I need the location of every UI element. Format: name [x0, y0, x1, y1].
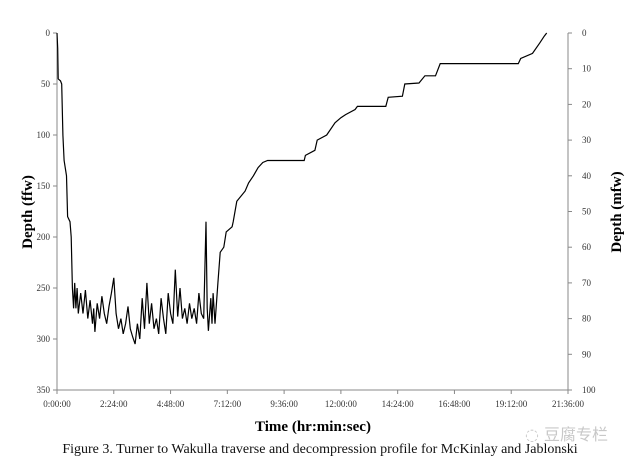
y2-tick-label: 70	[582, 278, 592, 288]
y2-tick-label: 20	[582, 99, 592, 109]
x-tick-label: 0:00:00	[43, 399, 71, 409]
y2-tick-label: 90	[582, 349, 592, 359]
y-axis-title: Depth (ffw)	[20, 175, 36, 249]
watermark: ◌ 豆腐专栏	[525, 421, 608, 445]
figure-caption: Figure 3. Turner to Wakulla traverse and…	[62, 442, 578, 457]
y2-tick-label: 0	[582, 28, 587, 38]
x-tick-label: 12:00:00	[325, 399, 358, 409]
x-tick-label: 2:24:00	[100, 399, 128, 409]
y-tick-label: 100	[37, 130, 51, 140]
wechat-icon: ◌	[525, 425, 545, 444]
x-tick-label: 16:48:00	[438, 399, 471, 409]
y-tick-label: 150	[37, 181, 51, 191]
y-tick-label: 250	[37, 283, 51, 293]
y2-tick-label: 10	[582, 64, 592, 74]
y-tick-label: 350	[37, 385, 51, 395]
tick-labels: 0:00:00 2:24:00 4:48:00 7:12:00 9:36:00 12:00…	[37, 28, 597, 409]
y2-tick-label: 100	[582, 385, 596, 395]
y-tick-label: 300	[37, 334, 51, 344]
y-tick-label: 50	[41, 79, 51, 89]
x-tick-label: 14:24:00	[382, 399, 415, 409]
x-tick-label: 21:36:00	[552, 399, 585, 409]
y2-tick-label: 40	[582, 171, 592, 181]
series-line-depth	[56, 32, 548, 345]
y2-tick-label: 50	[582, 207, 592, 217]
x-tick-label: 4:48:00	[157, 399, 185, 409]
x-tick-label: 7:12:00	[214, 399, 242, 409]
x-tick-label: 19:12:00	[495, 399, 528, 409]
x-tick-label: 9:36:00	[270, 399, 298, 409]
x-axis-title: Time (hr:min:sec)	[255, 419, 371, 435]
y2-tick-label: 60	[582, 242, 592, 252]
y-tick-label: 200	[37, 232, 51, 242]
y2-axis-title: Depth (mfw)	[609, 171, 625, 252]
axes	[53, 32, 572, 394]
y2-tick-label: 30	[582, 135, 592, 145]
watermark-text: 豆腐专栏	[544, 425, 609, 444]
y2-tick-label: 80	[582, 314, 592, 324]
y-tick-label: 0	[46, 28, 51, 38]
